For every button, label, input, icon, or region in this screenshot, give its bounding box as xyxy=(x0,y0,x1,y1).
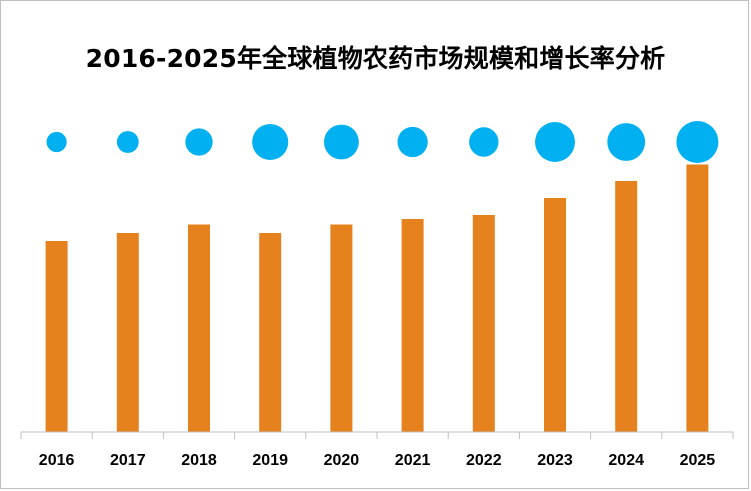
bar-2025 xyxy=(686,164,709,432)
x-tick-label-2023: 2023 xyxy=(537,452,573,469)
bar-2019 xyxy=(259,233,282,432)
x-axis: 2016 2017 2018 2019 2020 2021 2022 2023 2024 2025 xyxy=(20,431,734,469)
bubble-2025 xyxy=(676,121,719,163)
x-tick-label-2021: 2021 xyxy=(395,452,431,469)
x-tick-label-2022: 2022 xyxy=(466,452,502,469)
bubble-2023 xyxy=(535,122,575,162)
bubble-series xyxy=(46,121,719,163)
bubble-2016 xyxy=(46,131,67,153)
x-tick-label-2018: 2018 xyxy=(181,452,217,469)
bar-2023 xyxy=(544,198,566,432)
bar-2021 xyxy=(401,219,424,432)
x-tick-label-2019: 2019 xyxy=(252,452,288,469)
bubble-2017 xyxy=(116,131,139,153)
bar-2018 xyxy=(188,224,210,432)
bar-2024 xyxy=(615,181,638,432)
x-tick-label-2020: 2020 xyxy=(324,452,360,469)
bubble-2024 xyxy=(607,123,646,161)
bar-2022 xyxy=(472,215,495,432)
bubble-2018 xyxy=(185,128,213,156)
bar-2017 xyxy=(116,233,139,432)
bar-series xyxy=(45,164,709,432)
bubble-2022 xyxy=(469,127,499,157)
chart-title: 2016-2025年全球植物农药市场规模和增长率分析 xyxy=(85,44,666,73)
x-tick-label-2024: 2024 xyxy=(608,452,644,469)
bar-2020 xyxy=(330,224,353,432)
bubble-2019 xyxy=(252,123,289,161)
x-tick-label-2017: 2017 xyxy=(110,452,146,469)
x-tick-label-2016: 2016 xyxy=(39,452,75,469)
x-tick-label-2025: 2025 xyxy=(680,452,716,469)
bubble-2020 xyxy=(323,124,359,160)
bar-2016 xyxy=(45,241,68,432)
bubble-2021 xyxy=(397,126,428,158)
